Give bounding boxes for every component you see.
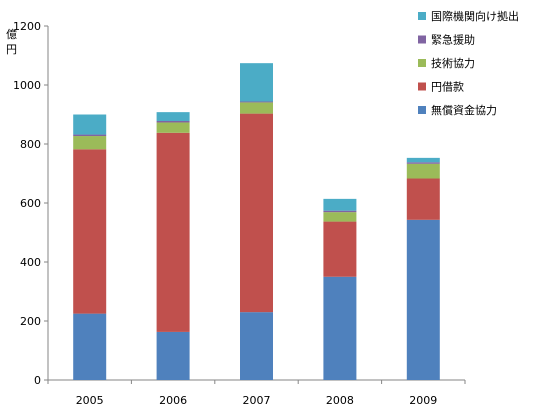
bar-segment-4	[240, 101, 273, 103]
y-tick-label: 1000	[13, 79, 41, 92]
legend-swatch	[418, 12, 426, 20]
bar-segment-3	[240, 102, 273, 114]
y-unit-char-2: 円	[6, 43, 17, 56]
x-tick-label: 2006	[159, 394, 187, 407]
legend-swatch	[418, 35, 426, 44]
bar-segment-2	[240, 113, 273, 313]
bar-segment-5	[406, 157, 440, 163]
bar-segment-3	[323, 212, 357, 222]
x-tick-label: 2008	[326, 394, 354, 407]
bar-segment-4	[73, 134, 107, 137]
bar-segment-1	[240, 312, 273, 380]
bar-segment-1	[323, 276, 357, 380]
bar-segment-3	[406, 163, 440, 179]
bar-segment-1	[156, 331, 190, 380]
bar-segment-2	[73, 149, 107, 314]
y-unit-char-1: 億	[6, 28, 17, 41]
x-axis: 2005 2006 2007 2008 2009	[47, 379, 466, 407]
y-axis: 0 200 400 600 800 1000 1200	[13, 20, 49, 387]
bars	[73, 63, 440, 380]
y-tick-label: 400	[20, 256, 41, 269]
bar-segment-3	[73, 136, 107, 150]
bar-segment-4	[406, 162, 440, 164]
y-tick-label: 600	[20, 197, 41, 210]
bar-segment-5	[156, 112, 190, 121]
legend-swatch	[418, 59, 426, 67]
bar-segment-4	[323, 210, 357, 213]
y-axis-unit-label: 億 円	[6, 28, 17, 56]
x-tick-label: 2009	[409, 394, 437, 407]
bar-segment-5	[240, 63, 273, 102]
legend-label: 緊急援助	[431, 33, 475, 47]
x-tick-label: 2007	[243, 394, 271, 407]
bar-segment-2	[406, 178, 440, 220]
legend-label: 国際機関向け拠出	[431, 9, 519, 23]
y-tick-label: 200	[20, 315, 41, 328]
y-tick-label: 1200	[13, 20, 41, 33]
legend-label: 技術協力	[431, 57, 475, 70]
legend-label: 無償資金協力	[431, 103, 497, 117]
bar-segment-2	[323, 221, 357, 277]
legend-label: 円借款	[431, 80, 464, 94]
bar-segment-1	[73, 313, 107, 380]
y-tick-label: 800	[20, 138, 41, 151]
bar-segment-5	[73, 114, 107, 135]
x-tick-label: 2005	[76, 394, 104, 407]
legend-swatch	[418, 106, 426, 114]
bar-segment-5	[323, 198, 357, 211]
bar-segment-1	[406, 219, 440, 380]
y-tick-label: 0	[34, 374, 41, 387]
bar-segment-4	[156, 120, 190, 123]
bar-segment-3	[156, 122, 190, 133]
legend-swatch	[418, 82, 426, 91]
bar-segment-2	[156, 132, 190, 332]
